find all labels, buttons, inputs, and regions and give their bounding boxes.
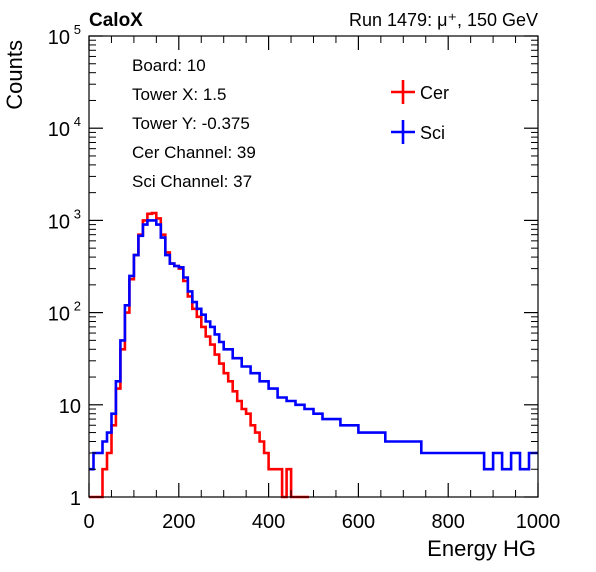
- info-line: Sci Channel: 37: [132, 172, 252, 191]
- x-tick-label: 800: [432, 511, 465, 533]
- info-box: Board: 10 Tower X: 1.5 Tower Y: -0.375 Cer …: [132, 56, 256, 191]
- x-tick-label: 200: [162, 511, 195, 533]
- series-line-sci: [89, 219, 538, 471]
- y-tick-label: 1: [70, 488, 81, 510]
- legend-label-cer: Cer: [420, 83, 449, 103]
- y-tick-exponent: 5: [74, 22, 81, 37]
- info-line: Tower X: 1.5: [132, 85, 227, 104]
- header-right-label: Run 1479: μ⁺, 150 GeV: [349, 10, 538, 30]
- x-tick-label: 400: [252, 511, 285, 533]
- y-tick-label: 10: [48, 304, 70, 326]
- plot-frame: [88, 35, 539, 498]
- legend-label-sci: Sci: [420, 123, 445, 143]
- y-axis-title: Counts: [2, 40, 27, 110]
- x-tick-label: 0: [83, 511, 94, 533]
- info-line: Tower Y: -0.375: [132, 114, 250, 133]
- series-layer: [89, 211, 538, 499]
- x-axis-title: Energy HG: [427, 536, 536, 561]
- y-tick-label: 10: [48, 27, 70, 49]
- y-tick-label: 10: [48, 211, 70, 233]
- header-left-label: CaloX: [89, 10, 143, 31]
- y-tick-label: 10: [48, 119, 70, 141]
- legend: Cer Sci: [391, 80, 449, 144]
- y-tick-label: 10: [59, 396, 81, 418]
- y-axis-ticks: 1 10 10 2 10 3 10 4 10 5: [48, 22, 538, 510]
- x-tick-label: 600: [342, 511, 375, 533]
- info-line: Cer Channel: 39: [132, 143, 256, 162]
- x-tick-label: 1000: [516, 511, 561, 533]
- info-line: Board: 10: [132, 56, 206, 75]
- y-tick-exponent: 3: [74, 206, 81, 221]
- y-tick-exponent: 4: [74, 114, 81, 129]
- y-tick-exponent: 2: [74, 299, 81, 314]
- x-axis-ticks: 0 200 400 600 800 1000: [83, 36, 560, 533]
- series-line-cer: [89, 211, 309, 499]
